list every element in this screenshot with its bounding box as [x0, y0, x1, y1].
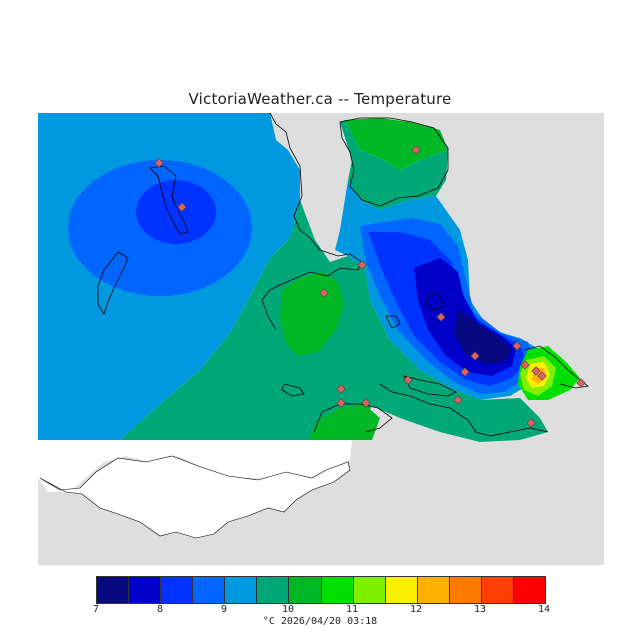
station-marker — [154, 158, 164, 168]
station-marker — [512, 341, 522, 351]
station-marker — [357, 260, 367, 270]
station-marker — [520, 360, 530, 370]
legend-swatch — [224, 577, 257, 603]
legend-unit-and-timestamp: °C 2026/04/20 03:18 — [262, 616, 378, 627]
station-marker — [460, 367, 470, 377]
station-marker — [319, 288, 329, 298]
legend-swatch — [352, 577, 385, 603]
map-title: VictoriaWeather.ca -- Temperature — [188, 90, 452, 108]
legend-tick-label: 8 — [156, 604, 164, 615]
legend-tick-label: 12 — [409, 604, 423, 615]
legend-swatch — [128, 577, 161, 603]
station-marker — [336, 384, 346, 394]
water-region-south — [38, 440, 352, 492]
station-marker — [453, 395, 463, 405]
legend-swatch — [416, 577, 449, 603]
legend-swatch — [513, 577, 546, 603]
station-marker — [177, 202, 187, 212]
legend-swatch — [320, 577, 353, 603]
legend-tick-label: 13 — [473, 604, 487, 615]
station-marker — [470, 351, 480, 361]
water-region-south-shore — [39, 455, 351, 539]
legend-swatch — [160, 577, 193, 603]
station-marker — [411, 145, 421, 155]
legend-tick-label: 7 — [92, 604, 100, 615]
legend-swatch — [384, 577, 417, 603]
legend-tick-labels: 7 8 9 10 11 12 13 14 — [92, 604, 550, 618]
station-marker — [576, 378, 586, 388]
station-markers — [154, 145, 586, 428]
legend-tick-label: 10 — [281, 604, 295, 615]
station-marker — [403, 375, 413, 385]
station-marker — [531, 366, 541, 376]
legend-swatch — [97, 577, 129, 603]
legend-swatch — [192, 577, 225, 603]
contour-band-10-5-11-north — [345, 118, 448, 170]
station-marker — [537, 371, 547, 381]
station-marker — [336, 398, 346, 408]
contour-band-7-7-5-east — [454, 310, 512, 364]
contour-band-10-5-11-south — [308, 404, 380, 440]
legend-swatch — [480, 577, 514, 603]
station-marker — [436, 312, 446, 322]
legend-color-bar — [96, 576, 546, 604]
legend-swatch — [448, 577, 481, 603]
legend-tick-label: 9 — [220, 604, 228, 615]
contour-band-8-8-5-west — [136, 180, 216, 244]
legend-tick-label: 14 — [537, 604, 551, 615]
coastlines — [97, 112, 589, 437]
legend-swatch — [288, 577, 321, 603]
station-marker — [526, 418, 536, 428]
contour-band-10-10-5-north — [340, 120, 448, 210]
temperature-legend — [96, 576, 546, 604]
station-marker — [361, 398, 371, 408]
legend-swatch — [256, 577, 289, 603]
legend-tick-label: 11 — [345, 604, 359, 615]
